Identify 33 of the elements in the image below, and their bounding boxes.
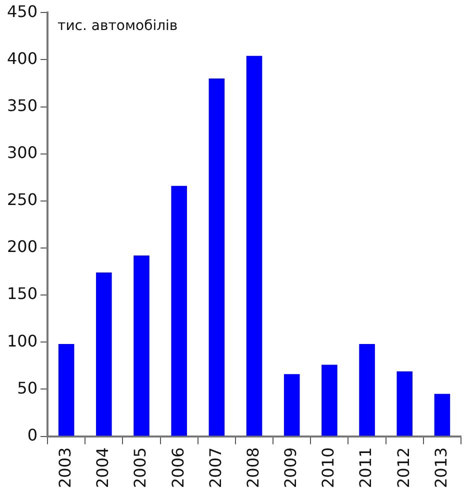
x-tick-label: 2005 (130, 447, 150, 488)
bar (171, 186, 187, 436)
y-axis-title: тис. автомобілів (58, 18, 178, 34)
y-tick-label: 350 (6, 96, 38, 115)
bar (434, 394, 450, 436)
x-tick-label: 2012 (394, 447, 413, 488)
bar (359, 344, 375, 436)
bar (396, 371, 413, 436)
y-tick-label: 100 (6, 331, 38, 350)
y-tick-label: 250 (6, 190, 38, 210)
y-tick-label: 300 (6, 142, 38, 162)
bar (208, 78, 225, 436)
x-tick-label: 2006 (168, 447, 188, 488)
y-tick-label: 50 (17, 378, 38, 398)
x-tick-label: 2010 (318, 447, 338, 488)
bar (58, 344, 74, 436)
y-tick-label: 450 (6, 2, 38, 21)
y-tick-label: 400 (6, 48, 38, 68)
y-tick-label: 200 (6, 237, 38, 256)
x-tick-label: 2013 (431, 447, 450, 488)
y-tick-label: 150 (6, 284, 38, 304)
bar (96, 272, 112, 436)
x-tick-label: 2008 (243, 447, 262, 488)
x-tick-label: 2004 (93, 447, 112, 488)
y-tick-label: 0 (27, 425, 38, 444)
x-tick-label: 2003 (55, 447, 74, 488)
bar (134, 256, 150, 436)
x-tick-label: 2011 (356, 447, 376, 488)
bar (322, 364, 338, 436)
bar (284, 374, 300, 436)
x-tick-label: 2007 (206, 447, 225, 488)
x-tick-label: 2009 (281, 447, 300, 488)
bar (246, 56, 262, 436)
